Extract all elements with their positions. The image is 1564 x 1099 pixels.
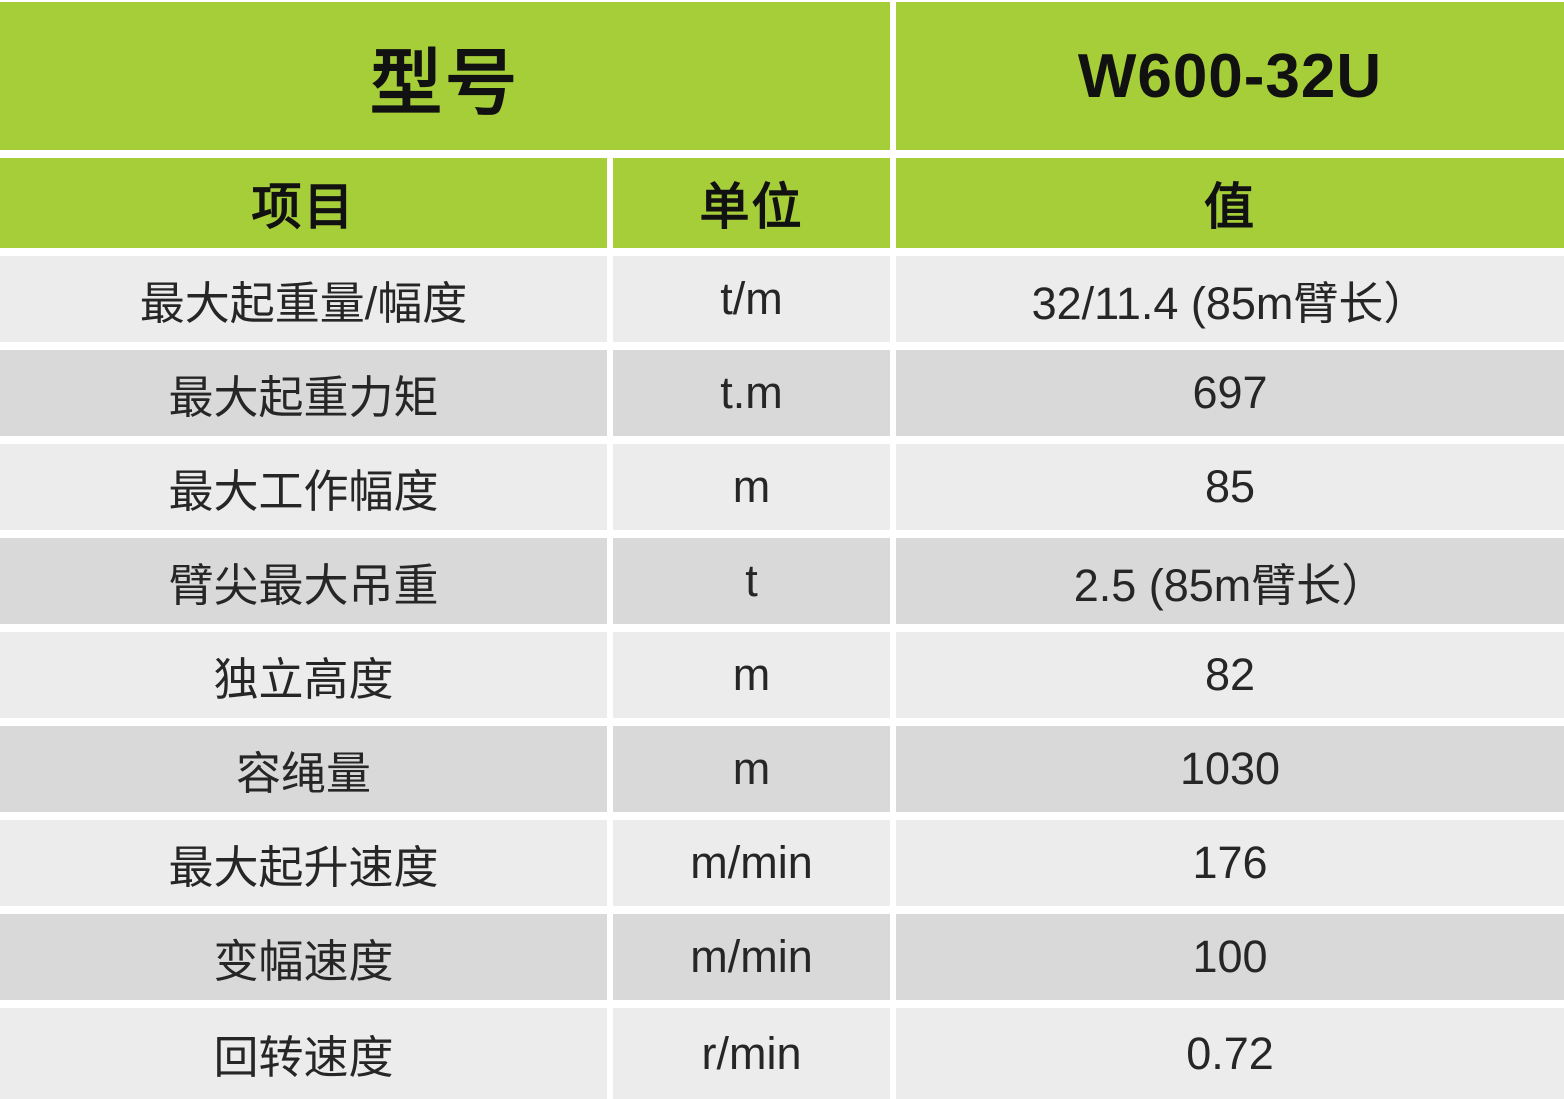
unit-label: m — [732, 743, 771, 794]
cell-value: 0.72 — [896, 1008, 1564, 1099]
item-label: 最大起升速度 — [168, 841, 439, 893]
value-label: 100 — [1192, 931, 1268, 982]
value-label: 82 — [1204, 649, 1256, 700]
cell-item: 变幅速度 — [0, 914, 607, 1000]
cell-item: 臂尖最大吊重 — [0, 538, 607, 624]
unit-label: m/min — [690, 837, 813, 888]
column-header-item-label: 项目 — [251, 179, 356, 235]
unit-label: t/m — [720, 273, 783, 324]
item-label: 回转速度 — [213, 1032, 394, 1083]
cell-unit: m — [613, 726, 890, 812]
cell-item: 回转速度 — [0, 1008, 607, 1099]
cell-item: 最大起重力矩 — [0, 350, 607, 436]
cell-value: 82 — [896, 632, 1564, 718]
model-value-label: W600-32U — [1077, 41, 1383, 111]
unit-label: m — [732, 649, 771, 700]
value-label: 32/11.4 (85m臂长） — [1031, 277, 1429, 329]
item-label: 臂尖最大吊重 — [168, 559, 439, 611]
cell-value: 1030 — [896, 726, 1564, 812]
cell-value: 697 — [896, 350, 1564, 436]
cell-unit: r/min — [613, 1008, 890, 1099]
column-header-value: 值 — [896, 158, 1564, 248]
value-label: 176 — [1192, 837, 1268, 888]
value-label: 697 — [1192, 367, 1268, 418]
unit-label: t.m — [720, 367, 783, 418]
column-header-value-label: 值 — [1204, 179, 1256, 235]
value-label: 1030 — [1179, 743, 1281, 794]
item-label: 容绳量 — [235, 747, 371, 799]
cell-unit: t.m — [613, 350, 890, 436]
cell-value: 100 — [896, 914, 1564, 1000]
model-header-label: 型号 — [369, 43, 520, 124]
item-label: 最大起重量/幅度 — [139, 277, 468, 329]
cell-item: 独立高度 — [0, 632, 607, 718]
cell-item: 最大起升速度 — [0, 820, 607, 906]
cell-item: 最大起重量/幅度 — [0, 256, 607, 342]
model-value-cell: W600-32U — [896, 2, 1564, 150]
cell-value: 2.5 (85m臂长） — [896, 538, 1564, 624]
cell-value: 176 — [896, 820, 1564, 906]
unit-label: m/min — [690, 931, 813, 982]
unit-label: r/min — [701, 1027, 802, 1079]
cell-unit: m/min — [613, 914, 890, 1000]
cell-unit: m — [613, 444, 890, 530]
cell-item: 容绳量 — [0, 726, 607, 812]
unit-label: t — [745, 555, 758, 606]
item-label: 最大工作幅度 — [168, 465, 439, 517]
cell-unit: m — [613, 632, 890, 718]
column-header-unit: 单位 — [613, 158, 890, 248]
column-header-item: 项目 — [0, 158, 607, 248]
cell-unit: m/min — [613, 820, 890, 906]
value-label: 2.5 (85m臂长） — [1073, 559, 1387, 611]
model-header-cell: 型号 — [0, 2, 890, 150]
cell-value: 32/11.4 (85m臂长） — [896, 256, 1564, 342]
column-header-unit-label: 单位 — [699, 179, 804, 235]
value-label: 85 — [1204, 461, 1256, 512]
cell-unit: t — [613, 538, 890, 624]
unit-label: m — [732, 461, 771, 512]
cell-unit: t/m — [613, 256, 890, 342]
cell-value: 85 — [896, 444, 1564, 530]
cell-item: 最大工作幅度 — [0, 444, 607, 530]
item-label: 变幅速度 — [213, 935, 394, 987]
value-label: 0.72 — [1186, 1027, 1274, 1079]
item-label: 独立高度 — [213, 653, 394, 705]
item-label: 最大起重力矩 — [168, 371, 439, 423]
